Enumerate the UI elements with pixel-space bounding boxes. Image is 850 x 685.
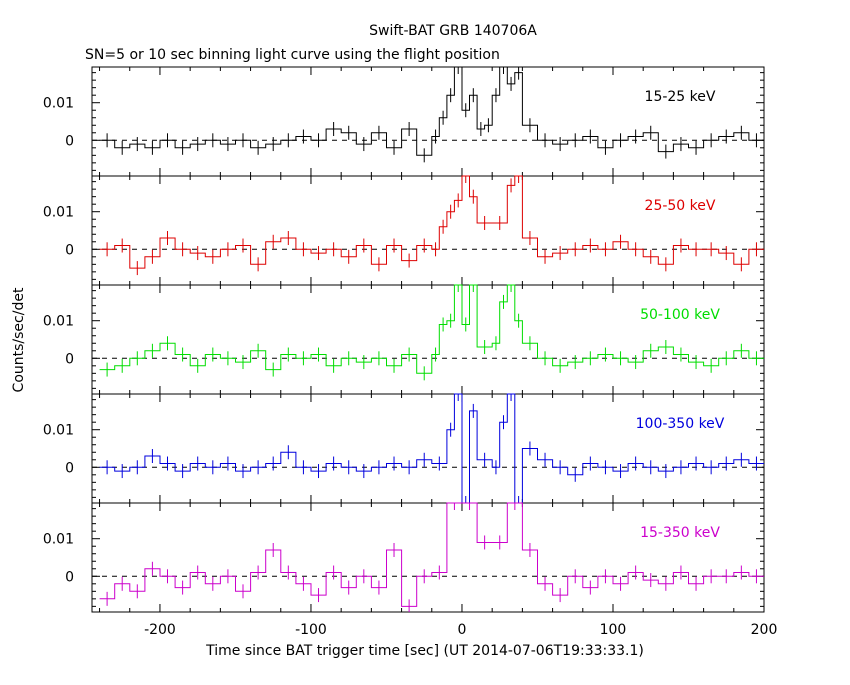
panel-3: 0 0.01 50-100 keV (43, 284, 765, 395)
panels-group: 0 0.01 15-25 keV 0 0.01 25-50 keV 0 0.01 50-100 … (43, 66, 778, 638)
light-curve-step (99, 393, 764, 504)
band-label: 15-25 keV (645, 89, 716, 105)
y-tick-label: 0 (65, 569, 74, 585)
x-tick-label: 100 (600, 622, 627, 638)
chart-title: Swift-BAT GRB 140706A (369, 23, 537, 39)
light-curve-step (99, 284, 764, 374)
panel-frame (91, 502, 765, 613)
y-tick-label: 0.01 (43, 314, 74, 330)
panel-frame (91, 66, 765, 177)
panel-frame (91, 284, 765, 395)
y-tick-label: 0 (65, 133, 74, 149)
x-tick-label: -100 (295, 622, 327, 638)
panel-2: 0 0.01 25-50 keV (43, 175, 765, 286)
x-axis-label: Time since BAT trigger time [sec] (UT 20… (205, 643, 644, 659)
band-label: 50-100 keV (640, 307, 720, 323)
chart-subtitle: SN=5 or 10 sec binning light curve using… (85, 47, 500, 63)
panel-frame (91, 175, 765, 286)
light-curve-step (99, 175, 764, 269)
light-curve-step (99, 502, 764, 607)
y-tick-label: 0 (65, 351, 74, 367)
band-label: 100-350 keV (636, 416, 725, 432)
light-curve-step (99, 66, 764, 156)
panel-5: 0 0.01 15-350 keV (43, 502, 765, 613)
x-tick-label: 200 (751, 622, 778, 638)
band-label: 15-350 keV (640, 525, 720, 541)
y-tick-label: 0.01 (43, 532, 74, 548)
x-tick-label: -200 (144, 622, 176, 638)
panel-frame (91, 393, 765, 504)
panel-1: 0 0.01 15-25 keV (43, 66, 765, 177)
y-axis-label: Counts/sec/det (11, 287, 27, 392)
y-tick-label: 0.01 (43, 205, 74, 221)
y-tick-label: 0.01 (43, 96, 74, 112)
band-label: 25-50 keV (645, 198, 716, 214)
x-tick-label: 0 (458, 622, 467, 638)
y-tick-label: 0 (65, 242, 74, 258)
y-tick-label: 0.01 (43, 423, 74, 439)
y-tick-label: 0 (65, 460, 74, 476)
panel-4: 0 0.01 100-350 keV (43, 393, 765, 504)
